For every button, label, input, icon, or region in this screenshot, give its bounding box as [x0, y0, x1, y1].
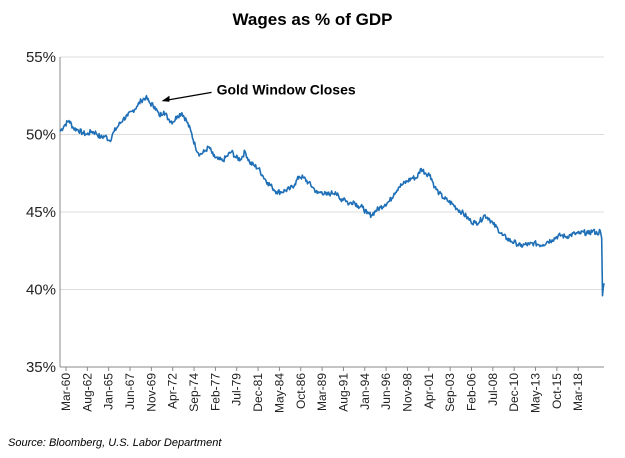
- y-tick-label: 45%: [26, 204, 56, 221]
- x-tick-label: Jul-79: [230, 373, 244, 406]
- x-tick-label: Sep-74: [187, 373, 201, 412]
- x-tick-label: Jan-94: [358, 373, 372, 410]
- x-tick-label: Oct-15: [550, 373, 564, 409]
- x-tick-label: Mar-18: [571, 373, 585, 411]
- y-tick-label: 55%: [26, 49, 56, 66]
- y-tick-label: 35%: [26, 359, 56, 376]
- x-tick-label: Jun-67: [123, 373, 137, 410]
- x-tick-label: Feb-06: [464, 373, 478, 411]
- source-note: Source: Bloomberg, U.S. Labor Department: [8, 437, 222, 449]
- x-tick-label: Jul-08: [486, 373, 500, 406]
- x-tick-label: Mar-89: [315, 373, 329, 411]
- y-tick-label: 50%: [26, 127, 56, 144]
- axes: [59, 57, 604, 371]
- wages-gdp-series-line: [59, 94, 605, 297]
- x-tick-label: Dec-10: [507, 373, 521, 412]
- x-tick-label: Nov-69: [144, 373, 158, 412]
- x-tick-label: Dec-81: [251, 373, 265, 412]
- series-layer: [59, 94, 605, 297]
- x-tick-label: Nov-98: [400, 373, 414, 412]
- annotation-arrow-line: [165, 91, 212, 101]
- x-tick-label: Mar-60: [59, 373, 73, 411]
- y-tick-labels: 35% 40% 45% 50% 55%: [26, 49, 56, 376]
- x-tick-label: Jun-96: [379, 373, 393, 410]
- x-tick-label: Sep-03: [443, 373, 457, 412]
- x-tick-labels: Mar-60 Aug-62 Jan-65 Jun-67 Nov-69 Apr-72 Sep-…: [59, 373, 585, 413]
- x-tick-label: May-84: [272, 373, 286, 413]
- annotation-label: Gold Window Closes: [217, 81, 356, 97]
- annotation: Gold Window Closes: [161, 81, 356, 102]
- y-tick-label: 40%: [26, 282, 56, 299]
- chart-title: Wages as % of GDP: [232, 10, 393, 29]
- x-tick-label: Aug-91: [336, 373, 350, 412]
- x-tick-label: Jan-65: [102, 373, 116, 410]
- x-tick-label: Oct-86: [294, 373, 308, 409]
- x-tick-label: May-13: [529, 373, 543, 413]
- x-tick-label: Aug-62: [80, 373, 94, 412]
- x-tick-label: Apr-01: [422, 373, 436, 409]
- gridlines: [60, 56, 604, 290]
- x-tick-label: Feb-77: [208, 373, 222, 411]
- x-tick-label: Apr-72: [166, 373, 180, 409]
- annotation-arrow-head: [161, 95, 170, 102]
